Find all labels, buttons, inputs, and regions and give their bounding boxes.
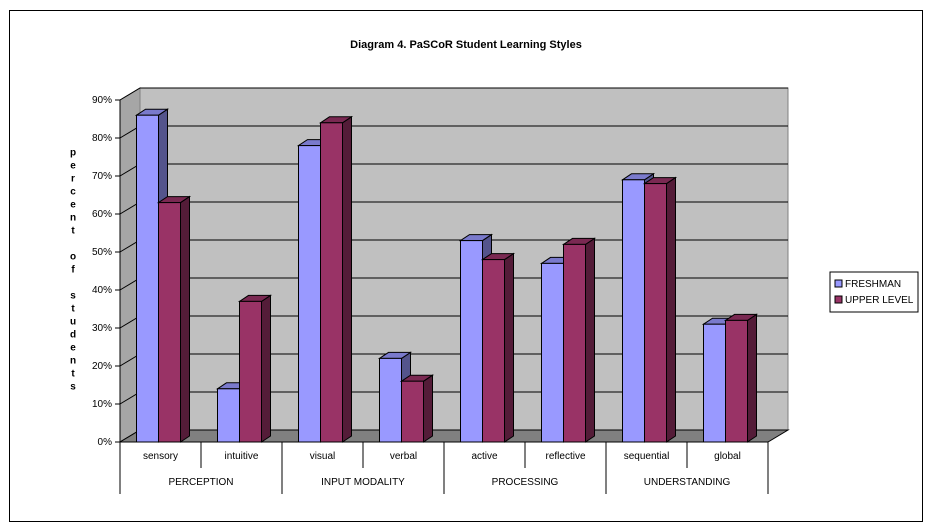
x-tick-label-sensory: sensory — [143, 451, 178, 462]
bar-upper-level-verbal-side — [423, 374, 433, 443]
bar-freshman-sequential-front — [622, 179, 645, 443]
y-tick-label: 30% — [92, 323, 112, 334]
bar-freshman-global-front — [703, 323, 726, 443]
legend-label-freshman: FRESHMAN — [845, 279, 901, 290]
y-tick-label: 50% — [92, 247, 112, 258]
y-axis-label-letter: t — [71, 369, 75, 380]
bar-freshman-active-front — [460, 240, 483, 443]
bar-upper-level-active — [480, 252, 516, 443]
x-group-label-understanding: UNDERSTANDING — [644, 477, 731, 488]
legend-swatch-upper-level — [834, 295, 843, 304]
x-axis-category-table: sensory intuitive visual verbal active reflec… — [119, 442, 769, 494]
bar-freshman-reflective-front — [541, 262, 564, 443]
chart-legend: FRESHMAN UPPER LEVEL — [829, 271, 919, 313]
x-tick-label-global: global — [714, 451, 741, 462]
y-tick-label: 40% — [92, 285, 112, 296]
y-tick-label: 20% — [92, 361, 112, 372]
y-tick-label: 0% — [98, 437, 113, 448]
bar-upper-level-sensory — [156, 195, 192, 443]
x-group-label-perception: PERCEPTION — [168, 477, 233, 488]
y-axis-label-letter: e — [70, 161, 76, 172]
x-group-label-input-modality: INPUT MODALITY — [321, 477, 405, 488]
bar-upper-level-verbal-front — [401, 380, 424, 443]
bar-upper-level-intuitive — [237, 294, 273, 443]
y-axis-label-letter: d — [70, 330, 76, 341]
gridline — [119, 87, 788, 101]
bar-upper-level-global-front — [725, 319, 748, 443]
bar-upper-level-sensory-side — [180, 195, 190, 443]
y-tick-label: 10% — [92, 399, 112, 410]
bar-freshman-visual-front — [298, 145, 321, 443]
legend-box — [829, 271, 919, 313]
legend-label-upper-level: UPPER LEVEL — [845, 295, 914, 306]
y-axis-label-letter: o — [70, 252, 76, 263]
chart-title: Diagram 4. PaSCoR Student Learning Style… — [350, 39, 582, 51]
y-tick-label: 80% — [92, 133, 112, 144]
bar-upper-level-visual — [318, 115, 354, 443]
y-axis-label-letter: t — [71, 304, 75, 315]
y-axis-label-letter: c — [70, 187, 76, 198]
bar-upper-level-reflective-side — [585, 237, 595, 443]
bar-freshman-verbal-front — [379, 357, 402, 443]
bar-upper-level-reflective-front — [563, 243, 586, 443]
bar-freshman-intuitive-front — [217, 388, 240, 443]
y-axis-label-letter: f — [71, 265, 75, 276]
y-tick-label: 60% — [92, 209, 112, 220]
bar-upper-level-sequential — [642, 176, 678, 443]
bar-upper-level-global-side — [747, 313, 757, 443]
bar-upper-level-active-front — [482, 259, 505, 443]
y-axis-label-letter: s — [70, 382, 76, 393]
bar-upper-level-global — [723, 313, 759, 443]
bar-freshman-sensory-front — [136, 114, 159, 443]
legend-swatch-freshman — [834, 279, 843, 288]
y-axis-label-letter: r — [71, 174, 75, 185]
chart-bars — [134, 108, 759, 443]
bar-upper-level-sequential-front — [644, 183, 667, 443]
y-tick-label: 70% — [92, 171, 112, 182]
bar-upper-level-intuitive-side — [261, 294, 271, 443]
x-tick-label-active: active — [471, 451, 498, 462]
x-tick-label-verbal: verbal — [390, 451, 417, 462]
bar-upper-level-intuitive-front — [239, 300, 262, 443]
bar-upper-level-sequential-side — [666, 176, 676, 443]
y-axis-label-letter: u — [70, 317, 76, 328]
x-group-label-processing: PROCESSING — [492, 477, 559, 488]
x-tick-label-reflective: reflective — [545, 451, 585, 462]
bar-upper-level-active-side — [504, 252, 514, 443]
y-axis-label-letter: s — [70, 291, 76, 302]
x-tick-label-intuitive: intuitive — [225, 451, 259, 462]
bar-upper-level-verbal — [399, 374, 435, 443]
bar-upper-level-reflective — [561, 237, 597, 443]
y-axis-label-letter: p — [70, 148, 76, 159]
bar-upper-level-visual-front — [320, 122, 343, 443]
bar-upper-level-visual-side — [342, 115, 352, 443]
y-axis-label-letter: t — [71, 226, 75, 237]
y-axis-label-letter: e — [70, 343, 76, 354]
y-axis-tick-labels: 0% 10% 20% 30% 40% 50% 60% 70% 80% 90% — [92, 95, 112, 448]
x-tick-label-sequential: sequential — [624, 451, 670, 462]
y-axis-label-letter: n — [70, 356, 76, 367]
y-axis-label-letter: e — [70, 200, 76, 211]
x-tick-label-visual: visual — [310, 451, 336, 462]
bar-upper-level-sensory-front — [158, 202, 181, 443]
y-tick-label: 90% — [92, 95, 112, 106]
y-axis-label-letter: n — [70, 213, 76, 224]
